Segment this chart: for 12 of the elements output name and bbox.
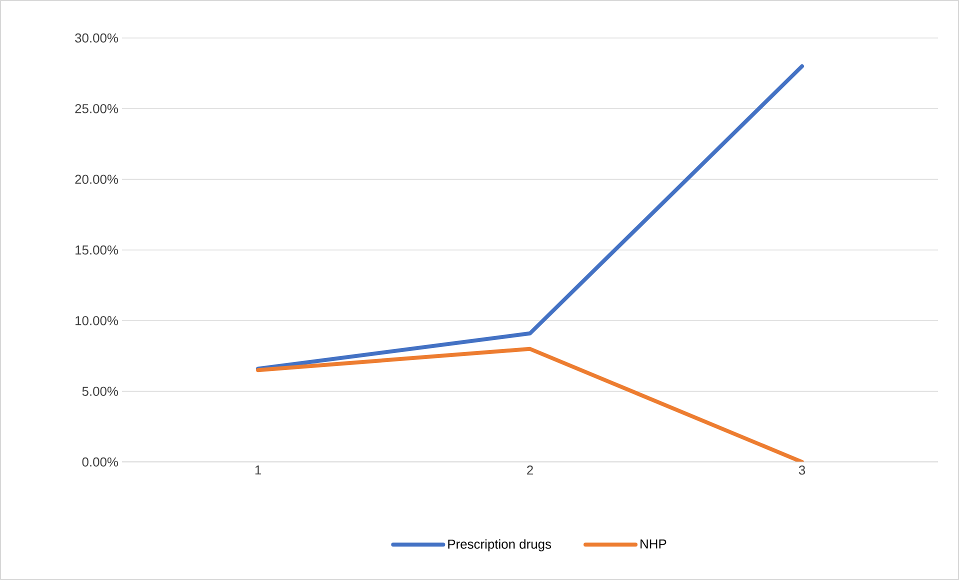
y-tick-label: 0.00%: [82, 457, 118, 467]
y-tick-label: 30.00%: [75, 33, 118, 43]
y-tick-label: 5.00%: [82, 386, 118, 396]
y-tick-label: 10.00%: [76, 316, 118, 326]
legend-label: NHP: [640, 539, 666, 548]
legend-label: Prescription drugs: [448, 539, 552, 552]
x-tick-label: 1: [255, 466, 261, 474]
x-tick-label: 3: [798, 466, 806, 475]
y-tick-label: 15.00%: [76, 245, 118, 255]
y-tick-label: 25.00%: [75, 104, 118, 114]
x-tick-label: 2: [527, 466, 533, 475]
y-tick-label: 20.00%: [75, 174, 118, 184]
